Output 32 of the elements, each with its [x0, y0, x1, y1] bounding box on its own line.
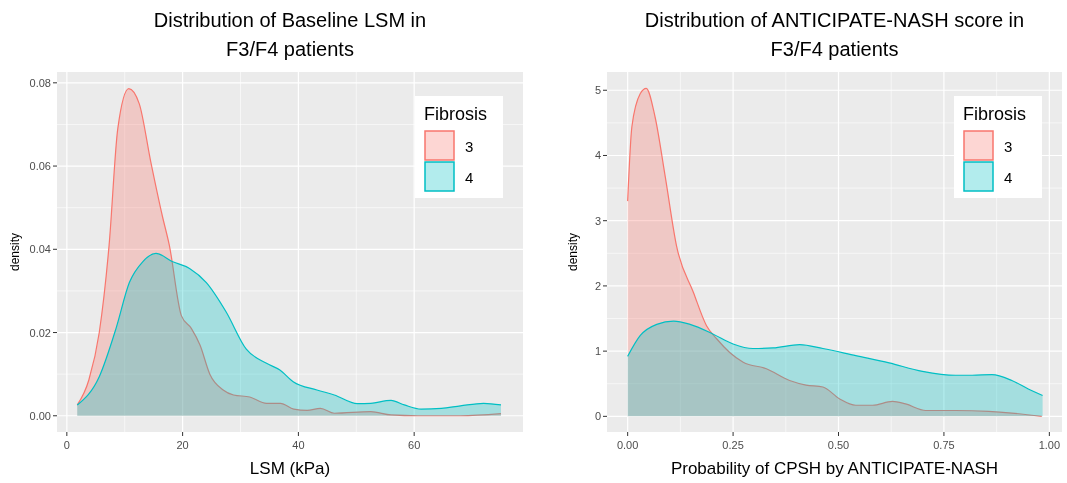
x-tick-label: 40 — [292, 439, 305, 451]
legend-title: Fibrosis — [963, 104, 1027, 124]
y-tick-label: 0.02 — [29, 326, 51, 339]
x-tick-label: 60 — [408, 439, 421, 451]
legend-label: 4 — [465, 169, 474, 186]
chart-title: Distribution of Baseline LSM in F3/F4 patients — [153, 9, 427, 60]
x-tick-label: 20 — [176, 439, 189, 451]
x-axis-title: LSM (kPa) — [249, 459, 331, 478]
legend-label: 3 — [1004, 138, 1013, 155]
x-tick-label: 1.00 — [1038, 439, 1061, 451]
x-tick-label: 0.75 — [933, 439, 955, 451]
y-tick-label: 1 — [594, 345, 601, 358]
y-tick-label: 0 — [594, 410, 601, 423]
x-tick-label: 0.50 — [827, 439, 850, 451]
y-tick-label: 0.04 — [29, 243, 51, 256]
x-tick-label: 0.25 — [722, 439, 744, 451]
x-tick-label: 0 — [63, 439, 70, 451]
y-tick-label: 0.00 — [29, 409, 51, 422]
x-tick-label: 0.00 — [616, 439, 639, 451]
chart-title: Distribution of ANTICIPATE-NASH score in F3/F4 patients — [644, 9, 1025, 60]
y-tick-label: 2 — [594, 279, 601, 292]
legend-label: 3 — [465, 138, 474, 155]
y-axis-title: density — [8, 232, 22, 272]
y-tick-label: 0.06 — [29, 160, 51, 173]
y-axis-title: density — [566, 232, 580, 272]
y-tick-label: 0.08 — [29, 76, 51, 89]
y-tick-label: 5 — [594, 84, 601, 97]
legend-title: Fibrosis — [424, 104, 488, 124]
x-axis-title: Probability of CPSH by ANTICIPATE-NASH — [670, 459, 999, 478]
y-tick-label: 3 — [594, 214, 601, 227]
y-tick-label: 4 — [594, 149, 601, 162]
legend-label: 4 — [1004, 169, 1013, 186]
